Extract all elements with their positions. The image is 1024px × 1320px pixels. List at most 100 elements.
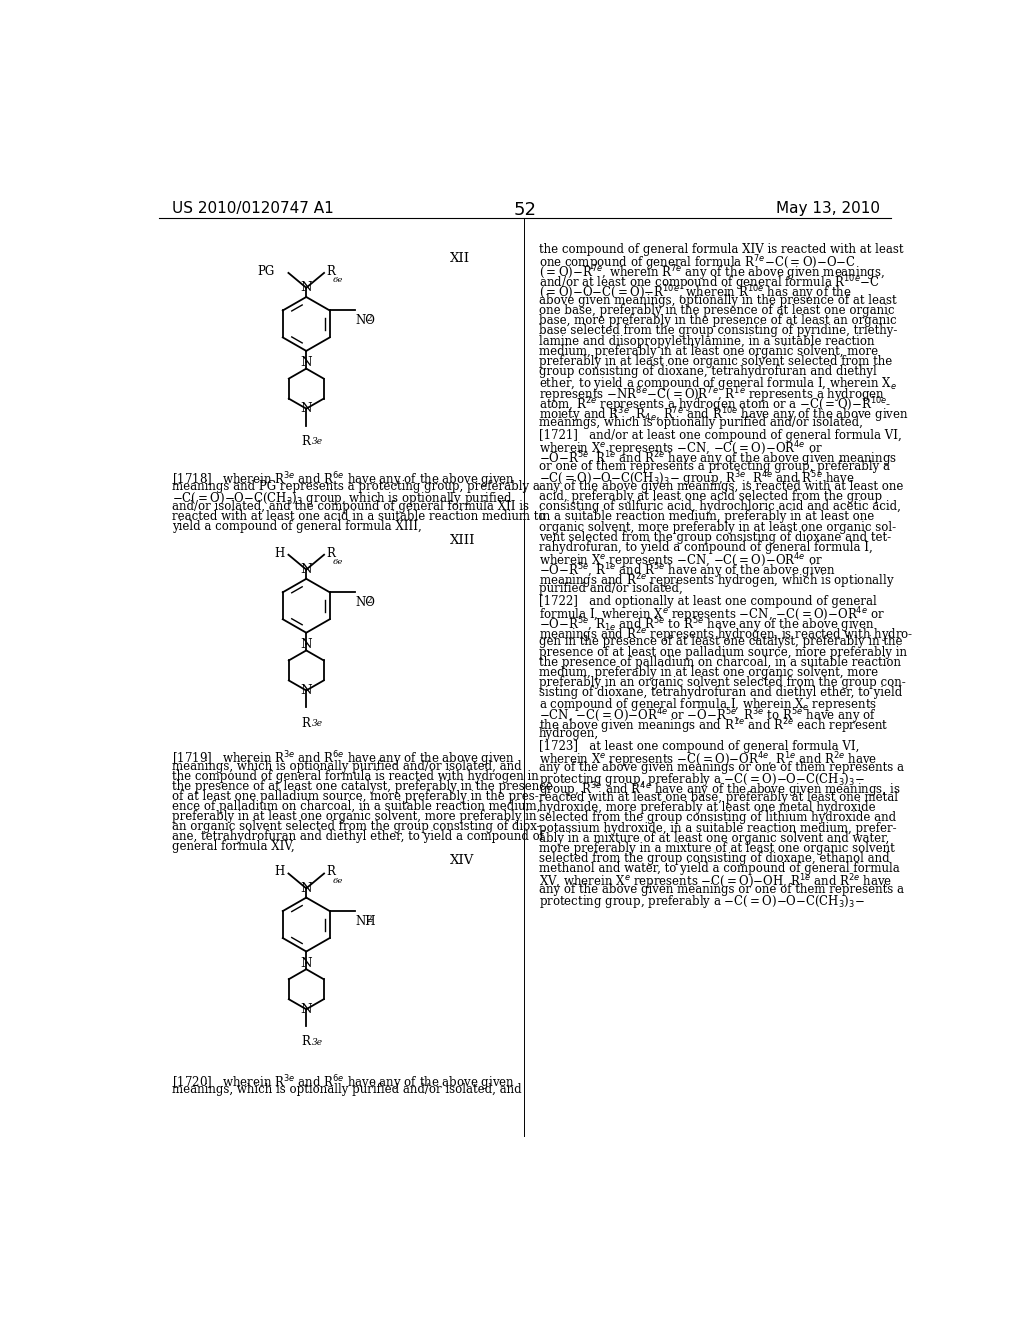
Text: selected from the group consisting of lithium hydroxide and: selected from the group consisting of li… bbox=[539, 812, 896, 825]
Text: consisting of sulfuric acid, hydrochloric acid and acetic acid,: consisting of sulfuric acid, hydrochlori… bbox=[539, 500, 901, 513]
Text: 2: 2 bbox=[367, 314, 372, 323]
Text: one compound of general formula R$^{7e}$$-$C($=$O)$-$O$-$C: one compound of general formula R$^{7e}$… bbox=[539, 253, 856, 273]
Text: 3e: 3e bbox=[311, 437, 323, 446]
Text: any of the above given meanings or one of them represents a: any of the above given meanings or one o… bbox=[539, 883, 904, 895]
Text: and/or isolated, and the compound of general formula XII is: and/or isolated, and the compound of gen… bbox=[172, 500, 529, 513]
Text: H: H bbox=[274, 546, 285, 560]
Text: reacted with at least one acid in a suitable reaction medium to: reacted with at least one acid in a suit… bbox=[172, 511, 546, 523]
Text: in a suitable reaction medium, preferably in at least one: in a suitable reaction medium, preferabl… bbox=[539, 511, 874, 524]
Text: ably in a mixture of at least one organic solvent and water,: ably in a mixture of at least one organi… bbox=[539, 832, 889, 845]
Text: N: N bbox=[300, 356, 312, 370]
Text: N: N bbox=[300, 684, 312, 697]
Text: PG: PG bbox=[257, 265, 274, 279]
Text: R: R bbox=[301, 434, 310, 447]
Text: moiety and R$^{3e}$, R$_{4e}$, R$^{7e}$ and R$^{10e}$ have any of the above give: moiety and R$^{3e}$, R$_{4e}$, R$^{7e}$ … bbox=[539, 405, 908, 425]
Text: meanings and R$^{2e}$ represents hydrogen, which is optionally: meanings and R$^{2e}$ represents hydroge… bbox=[539, 572, 894, 591]
Text: group, R$^{3e}$ and R$^{4e}$ have any of the above given meanings, is: group, R$^{3e}$ and R$^{4e}$ have any of… bbox=[539, 781, 900, 800]
Text: $-$C($=$O)$-$O$-$C(CH$_3$)$_3$ group, which is optionally purified: $-$C($=$O)$-$O$-$C(CH$_3$)$_3$ group, wh… bbox=[172, 490, 513, 507]
Text: N: N bbox=[300, 1003, 312, 1016]
Text: NH: NH bbox=[355, 915, 376, 928]
Text: NO: NO bbox=[355, 597, 375, 609]
Text: 6e: 6e bbox=[333, 276, 343, 284]
Text: XIII: XIII bbox=[450, 535, 475, 548]
Text: [1719]   wherein R$^{3e}$ and R$^{6e}$ have any of the above given: [1719] wherein R$^{3e}$ and R$^{6e}$ hav… bbox=[172, 750, 515, 770]
Text: purified and/or isolated,: purified and/or isolated, bbox=[539, 582, 683, 594]
Text: meanings, which is optionally purified and/or isolated,: meanings, which is optionally purified a… bbox=[539, 416, 862, 429]
Text: yield a compound of general formula XIII,: yield a compound of general formula XIII… bbox=[172, 520, 422, 533]
Text: any of the above given meanings or one of them represents a: any of the above given meanings or one o… bbox=[539, 760, 904, 774]
Text: preferably in at least one organic solvent selected from the: preferably in at least one organic solve… bbox=[539, 355, 892, 368]
Text: ether, to yield a compound of general formula I, wherein X$_e$: ether, to yield a compound of general fo… bbox=[539, 375, 896, 392]
Text: represents $-$NR$^{8e}$$-$C($=$O)R$^{7e}$, R$^{1e}$ represents a hydrogen: represents $-$NR$^{8e}$$-$C($=$O)R$^{7e}… bbox=[539, 385, 885, 405]
Text: of at least one palladium source, more preferably in the pres-: of at least one palladium source, more p… bbox=[172, 789, 539, 803]
Text: above given meanings, optionally in the presence of at least: above given meanings, optionally in the … bbox=[539, 294, 896, 308]
Text: atom, R$^{2e}$ represents a hydrogen atom or a $-$C($=$O)$-$R$^{10e}$-: atom, R$^{2e}$ represents a hydrogen ato… bbox=[539, 396, 891, 416]
Text: hydrogen,: hydrogen, bbox=[539, 727, 599, 741]
Text: any of the above given meanings, is reacted with at least one: any of the above given meanings, is reac… bbox=[539, 480, 903, 492]
Text: NO: NO bbox=[355, 314, 375, 327]
Text: preferably in at least one organic solvent, more preferably in: preferably in at least one organic solve… bbox=[172, 810, 537, 822]
Text: selected from the group consisting of dioxane, ethanol and: selected from the group consisting of di… bbox=[539, 851, 890, 865]
Text: hydroxide, more preferably at least one metal hydroxide: hydroxide, more preferably at least one … bbox=[539, 801, 876, 814]
Text: wherein X$^e$ represents $-$CN, $-$C($=$O)$-$OR$^{4e}$ or: wherein X$^e$ represents $-$CN, $-$C($=$… bbox=[539, 440, 822, 459]
Text: $-$C($=$O)$-$O$-$C(CH$_3$)$_3$$-$ group, R$^{3e}$, R$^{4e}$ and R$^{5e}$ have: $-$C($=$O)$-$O$-$C(CH$_3$)$_3$$-$ group,… bbox=[539, 470, 854, 490]
Text: the compound of general formula is reacted with hydrogen in: the compound of general formula is react… bbox=[172, 770, 539, 783]
Text: base, more preferably in the presence of at least an organic: base, more preferably in the presence of… bbox=[539, 314, 896, 327]
Text: organic solvent, more preferably in at least one organic sol-: organic solvent, more preferably in at l… bbox=[539, 520, 896, 533]
Text: 2: 2 bbox=[367, 915, 372, 924]
Text: H: H bbox=[274, 866, 285, 879]
Text: $-$CN, $-$C($=$O)$-$OR$^{4e}$ or $-$O$-$R$^{5e}$, R$^{3e}$ to R$^{5e}$ have any : $-$CN, $-$C($=$O)$-$OR$^{4e}$ or $-$O$-$… bbox=[539, 706, 877, 726]
Text: acid, preferably at least one acid selected from the group: acid, preferably at least one acid selec… bbox=[539, 490, 882, 503]
Text: [1720]   wherein R$^{3e}$ and R$^{6e}$ have any of the above given: [1720] wherein R$^{3e}$ and R$^{6e}$ hav… bbox=[172, 1073, 515, 1093]
Text: ($=$O)$-$R$^{7e}$, wherein R$^{7e}$ any of the above given meanings,: ($=$O)$-$R$^{7e}$, wherein R$^{7e}$ any … bbox=[539, 264, 885, 282]
Text: sisting of dioxane, tetrahydrofuran and diethyl ether, to yield: sisting of dioxane, tetrahydrofuran and … bbox=[539, 686, 902, 700]
Text: 3e: 3e bbox=[311, 719, 323, 727]
Text: [1722]   and optionally at least one compound of general: [1722] and optionally at least one compo… bbox=[539, 595, 877, 607]
Text: R: R bbox=[301, 717, 310, 730]
Text: R: R bbox=[327, 866, 335, 879]
Text: $-$O$-$R$^{5e}$, R$^{1e}$ and R$^{5e}$ have any of the above given: $-$O$-$R$^{5e}$, R$^{1e}$ and R$^{5e}$ h… bbox=[539, 561, 836, 581]
Text: 2: 2 bbox=[367, 597, 372, 605]
Text: protecting group, preferably a $-$C($=$O)$-$O$-$C(CH$_3$)$_3$$-$: protecting group, preferably a $-$C($=$O… bbox=[539, 771, 864, 788]
Text: ence of palladium on charcoal, in a suitable reaction medium,: ence of palladium on charcoal, in a suit… bbox=[172, 800, 541, 813]
Text: general formula XIV,: general formula XIV, bbox=[172, 840, 295, 853]
Text: meanings, which is optionally purified and/or isolated, and: meanings, which is optionally purified a… bbox=[172, 760, 522, 772]
Text: [1718]   wherein R$^{3e}$ and R$^{6e}$ have any of the above given: [1718] wherein R$^{3e}$ and R$^{6e}$ hav… bbox=[172, 470, 515, 490]
Text: 3e: 3e bbox=[311, 1038, 323, 1047]
Text: meanings, which is optionally purified and/or isolated, and: meanings, which is optionally purified a… bbox=[172, 1084, 522, 1096]
Text: ane, tetrahydrofuran and diethyl ether, to yield a compound of: ane, tetrahydrofuran and diethyl ether, … bbox=[172, 830, 544, 843]
Text: formula I, wherein X$^e$ represents $-$CN, $-$C($=$O)$-$OR$^{4e}$ or: formula I, wherein X$^e$ represents $-$C… bbox=[539, 605, 885, 624]
Text: R: R bbox=[327, 265, 335, 279]
Text: XII: XII bbox=[450, 252, 470, 265]
Text: ($=$O)$-$O$-$C($=$O)$-$R$^{10e}$, wherein R$^{10e}$ has any of the: ($=$O)$-$O$-$C($=$O)$-$R$^{10e}$, wherei… bbox=[539, 284, 852, 304]
Text: $-$O$-$R$^{5e}$, R$_{1e}$ and R$^{5e}$ to R$^{5e}$ have any of the above given: $-$O$-$R$^{5e}$, R$_{1e}$ and R$^{5e}$ t… bbox=[539, 615, 874, 635]
Text: R: R bbox=[301, 1035, 310, 1048]
Text: 52: 52 bbox=[513, 201, 537, 219]
Text: [1723]   at least one compound of general formula VI,: [1723] at least one compound of general … bbox=[539, 741, 859, 754]
Text: protecting group, preferably a $-$C($=$O)$-$O$-$C(CH$_3$)$_3$$-$: protecting group, preferably a $-$C($=$O… bbox=[539, 892, 864, 909]
Text: R: R bbox=[327, 546, 335, 560]
Text: XIV: XIV bbox=[450, 854, 474, 867]
Text: N: N bbox=[300, 564, 312, 576]
Text: the above given meanings and R$^{1e}$ and R$^{2e}$ each represent: the above given meanings and R$^{1e}$ an… bbox=[539, 717, 888, 737]
Text: one base, preferably in the presence of at least one organic: one base, preferably in the presence of … bbox=[539, 304, 894, 317]
Text: rahydrofuran, to yield a compound of general formula I,: rahydrofuran, to yield a compound of gen… bbox=[539, 541, 872, 554]
Text: $-$O$-$R$^{5e}$, R$^{1e}$ and R$^{2e}$ have any of the above given meanings: $-$O$-$R$^{5e}$, R$^{1e}$ and R$^{2e}$ h… bbox=[539, 449, 897, 469]
Text: N: N bbox=[300, 957, 312, 970]
Text: N: N bbox=[300, 882, 312, 895]
Text: preferably in an organic solvent selected from the group con-: preferably in an organic solvent selecte… bbox=[539, 676, 905, 689]
Text: methanol and water, to yield a compound of general formula: methanol and water, to yield a compound … bbox=[539, 862, 899, 875]
Text: vent selected from the group consisting of dioxane and tet-: vent selected from the group consisting … bbox=[539, 531, 891, 544]
Text: 6e: 6e bbox=[333, 876, 343, 884]
Text: the presence of palladium on charcoal, in a suitable reaction: the presence of palladium on charcoal, i… bbox=[539, 656, 901, 669]
Text: medium, preferably in at least one organic solvent, more: medium, preferably in at least one organ… bbox=[539, 345, 878, 358]
Text: lamine and diisopropylethylamine, in a suitable reaction: lamine and diisopropylethylamine, in a s… bbox=[539, 334, 874, 347]
Text: US 2010/0120747 A1: US 2010/0120747 A1 bbox=[172, 201, 334, 215]
Text: base selected from the group consisting of pyridine, triethy-: base selected from the group consisting … bbox=[539, 325, 897, 338]
Text: more preferably in a mixture of at least one organic solvent: more preferably in a mixture of at least… bbox=[539, 842, 895, 855]
Text: reacted with at least one base, preferably at least one metal: reacted with at least one base, preferab… bbox=[539, 791, 898, 804]
Text: potassium hydroxide, in a suitable reaction medium, prefer-: potassium hydroxide, in a suitable react… bbox=[539, 821, 896, 834]
Text: meanings and R$^{2e}$ represents hydrogen, is reacted with hydro-: meanings and R$^{2e}$ represents hydroge… bbox=[539, 626, 913, 645]
Text: gen in the presence of at least one catalyst, preferably in the: gen in the presence of at least one cata… bbox=[539, 635, 902, 648]
Text: N: N bbox=[300, 638, 312, 651]
